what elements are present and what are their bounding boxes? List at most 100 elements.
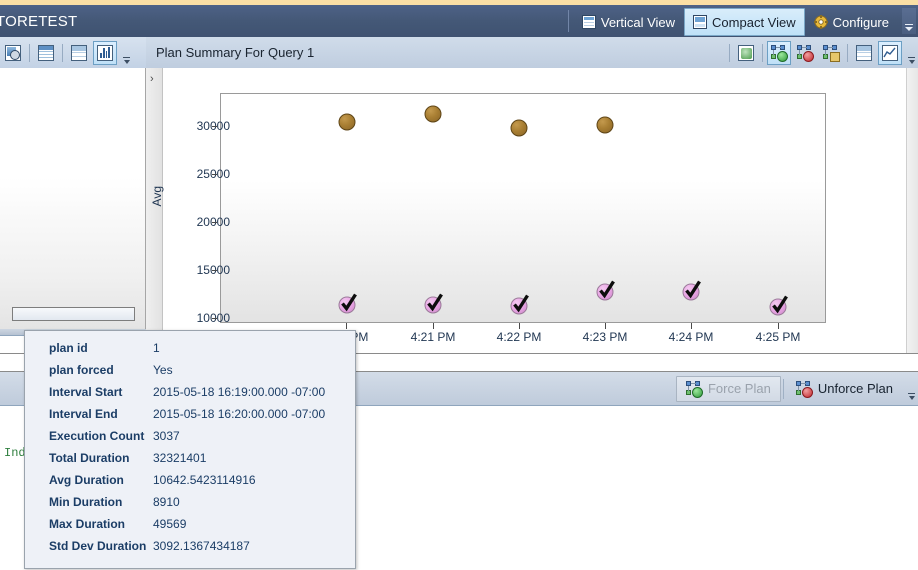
check-icon (772, 295, 788, 314)
pane-title: Plan Summary For Query 1 (156, 45, 315, 60)
plan-summary-chart: › Avg 30000 25000 20000 15000 10000 4:20… (146, 68, 918, 353)
divider (0, 353, 918, 354)
data-point-plan1-forced[interactable] (596, 280, 615, 301)
y-tick-label: 20000 (196, 215, 230, 229)
force-plan-button[interactable]: Force Plan (675, 375, 781, 402)
settings-badge-icon (830, 51, 840, 62)
tooltip-row: Execution Count 3037 (49, 429, 343, 451)
data-point-plan1-forced[interactable] (769, 295, 788, 316)
query-list-pane[interactable] (0, 68, 146, 329)
bar-chart-icon-button[interactable] (93, 40, 117, 65)
tooltip-row: Min Duration 8910 (49, 495, 343, 517)
chart-pane-right-edge[interactable] (906, 68, 918, 353)
tooltip-row: Avg Duration 10642.5423114916 (49, 473, 343, 495)
tooltip-key: Min Duration (49, 495, 123, 509)
compact-view-button[interactable]: Compact View (684, 8, 805, 36)
tooltip-value: 8910 (153, 495, 180, 509)
force-plan-icon (771, 44, 788, 62)
refresh-icon-button[interactable] (734, 41, 758, 65)
compare-plan-icon-button[interactable] (819, 41, 843, 65)
tooltip-row: plan forced Yes (49, 363, 343, 385)
chart-view-icon (882, 44, 898, 61)
tooltip-value: 10642.5423114916 (153, 473, 256, 487)
chart-view-icon-button[interactable] (878, 40, 902, 65)
query-results-icon (5, 44, 21, 61)
query-results-icon-button[interactable] (1, 41, 25, 65)
tooltip-value: 32321401 (153, 451, 207, 465)
tooltip-key: Interval End (49, 407, 118, 421)
chevron-right-icon: › (150, 73, 154, 85)
unforce-plan-label: Unforce Plan (817, 381, 893, 396)
compact-view-icon (693, 15, 708, 29)
tooltip-value: 49569 (153, 517, 187, 531)
unforce-plan-icon (797, 44, 814, 62)
check-icon (427, 293, 443, 312)
tooltip-row: Interval End 2015-05-18 16:20:00.000 -07… (49, 407, 343, 429)
tooltip-value: 3092.1367434187 (153, 539, 250, 553)
grid-view-icon (856, 44, 872, 61)
divider (567, 10, 569, 32)
data-point-plan1-forced[interactable] (338, 293, 357, 314)
data-point-plan1-forced[interactable] (682, 280, 701, 301)
x-tick-label: 4:25 PM (755, 330, 801, 344)
tooltip-value: 2015-05-18 16:20:00.000 -07:00 (153, 407, 326, 421)
divider (29, 43, 30, 62)
divider (847, 43, 848, 62)
data-point-plan1-forced[interactable] (510, 294, 529, 315)
data-point-plan2[interactable] (424, 105, 442, 123)
data-point-plan2[interactable] (510, 119, 528, 137)
deny-badge-icon (801, 386, 813, 398)
tooltip-value: 1 (153, 341, 160, 355)
force-plan-icon-button[interactable] (767, 40, 791, 65)
vertical-view-icon (581, 15, 596, 29)
tooltip-row: Total Duration 32321401 (49, 451, 343, 473)
tooltip-value: 3037 (153, 429, 180, 443)
x-tick-label: 4:22 PM (496, 330, 542, 344)
tooltip-key: plan forced (49, 363, 114, 377)
plan-summary-toolbar: Plan Summary For Query 1 (146, 37, 918, 69)
tooltip-key: Std Dev Duration (49, 539, 147, 553)
tooltip-row: Max Duration 49569 (49, 517, 343, 539)
x-tick-label: 4:21 PM (410, 330, 456, 344)
tooltip-row: plan id 1 (49, 341, 343, 363)
tooltip-key: Avg Duration (49, 473, 124, 487)
divider (62, 43, 63, 62)
window-title: TORETEST (0, 12, 78, 30)
vertical-view-button[interactable]: Vertical View (573, 8, 684, 36)
unforce-plan-icon-button[interactable] (793, 41, 817, 65)
bar-chart-icon (97, 44, 113, 61)
tooltip-key: Max Duration (49, 517, 126, 531)
tooltip-key: plan id (49, 341, 88, 355)
check-icon (513, 294, 529, 313)
y-axis-title: Avg (150, 186, 164, 207)
data-point-plan2[interactable] (596, 116, 614, 134)
compare-plan-icon (823, 44, 840, 62)
configure-label: Configure (832, 14, 889, 30)
titlebar-overflow-button[interactable] (902, 8, 916, 34)
refresh-icon (738, 44, 754, 61)
pane-toolbar-overflow-button[interactable] (905, 38, 918, 67)
tooltip-key: Interval Start (49, 385, 123, 399)
window-titlebar: TORETEST Vertical View Compact View (0, 5, 918, 37)
grid-results-icon-button[interactable] (34, 41, 58, 65)
divider (782, 378, 784, 399)
table-results-icon (71, 44, 87, 61)
view-mode-buttons: Vertical View Compact View (564, 5, 918, 37)
unforce-plan-icon (795, 380, 813, 398)
unforce-plan-button[interactable]: Unforce Plan (786, 376, 903, 402)
grid-results-icon (38, 44, 54, 61)
configure-button[interactable]: Configure (805, 8, 898, 36)
data-point-plan2[interactable] (338, 113, 356, 131)
table-results-icon-button[interactable] (67, 41, 91, 65)
data-point-plan1-forced[interactable] (424, 293, 443, 314)
grid-view-icon-button[interactable] (852, 41, 876, 65)
left-toolbar-overflow-button[interactable] (120, 38, 133, 67)
x-tick-label: 4:24 PM (668, 330, 714, 344)
force-bar-overflow-button[interactable] (905, 374, 918, 403)
compact-view-label: Compact View (712, 14, 796, 30)
gear-icon (813, 15, 828, 29)
check-icon (341, 293, 357, 312)
tooltip-row: Interval Start 2015-05-18 16:19:00.000 -… (49, 385, 343, 407)
chart-collapse-strip[interactable]: › (146, 68, 163, 353)
